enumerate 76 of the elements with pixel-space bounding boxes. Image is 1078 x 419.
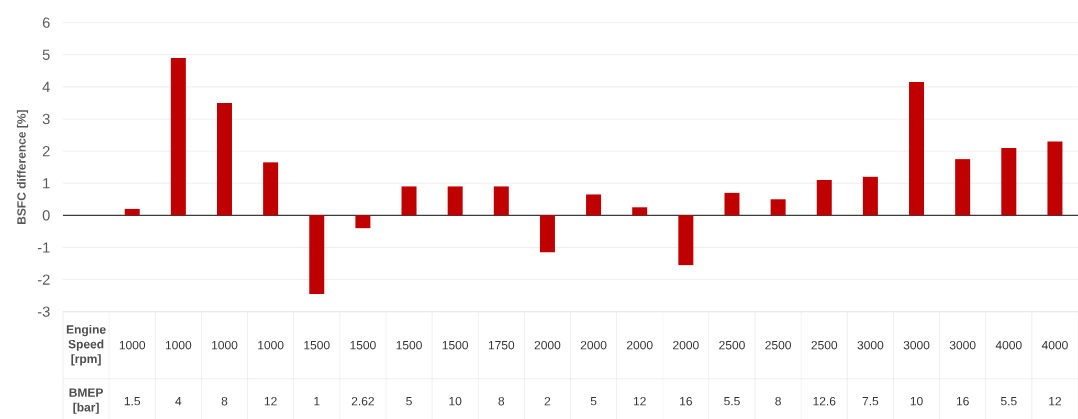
y-tick-label: 6 (42, 17, 50, 28)
x-tick-label: 2500 (765, 340, 791, 350)
x-tick-label: 4000 (995, 340, 1022, 350)
bar (862, 176, 878, 216)
text: 10 (449, 396, 462, 406)
text: 2.62 (351, 396, 374, 406)
y-tick-label: 5 (42, 49, 50, 60)
bar (955, 159, 971, 216)
text: 8 (775, 396, 781, 406)
bar (493, 186, 509, 216)
text: 12.6 (813, 396, 836, 406)
y-tick-label: -3 (37, 306, 50, 317)
bar (124, 208, 140, 216)
bar (539, 215, 555, 253)
x-tick-label: 1000 (119, 340, 146, 350)
x-tick-label: 1500 (396, 340, 422, 350)
x-tick-label: 1750 (488, 340, 515, 350)
bar (1047, 141, 1063, 216)
bar (170, 58, 186, 216)
text: 12 (264, 396, 277, 406)
x-tick-label: 2000 (534, 340, 561, 350)
x-tick-label: 3000 (903, 340, 930, 350)
x-tick-label: 1000 (165, 340, 192, 350)
text: 5 (590, 396, 597, 406)
bar (770, 199, 786, 216)
bar (309, 215, 325, 295)
x-tick-label: 1000 (258, 340, 284, 350)
x-tick-label: 1000 (212, 340, 238, 350)
text: 10 (910, 396, 923, 406)
x-tick-label: 1500 (442, 340, 469, 350)
text: 5.5 (724, 396, 740, 406)
text: 8 (221, 396, 228, 406)
bar (586, 194, 602, 216)
text: 2 (544, 396, 551, 406)
text: BMEP [bar] (69, 388, 103, 414)
text: 7.5 (862, 396, 879, 406)
x-tick-label: 2000 (626, 340, 653, 350)
bar (216, 102, 232, 216)
text: 12 (633, 396, 646, 406)
bar (401, 186, 417, 216)
x-tick-label: 4000 (1041, 340, 1068, 350)
x-tick-label: 3000 (857, 340, 884, 350)
text: 8 (498, 396, 505, 406)
bar (355, 215, 371, 229)
x-tick-label: 1500 (350, 340, 376, 350)
y-tick-label: -2 (37, 274, 50, 285)
text: 1 (314, 397, 320, 406)
bar (632, 207, 648, 216)
bar (678, 215, 694, 266)
x-tick-label: 3000 (949, 340, 976, 350)
y-tick-label: -1 (37, 242, 50, 253)
text: 12 (1049, 396, 1061, 406)
x-tick-label: 2000 (673, 340, 699, 350)
y-tick-label: 1 (43, 178, 50, 189)
x-tick-label: 1500 (304, 340, 330, 350)
y-axis-title: BSFC difference [%] (16, 110, 29, 225)
y-tick-label: 3 (42, 113, 50, 125)
y-tick-label: 4 (42, 81, 50, 92)
bar (816, 180, 832, 216)
x-tick-label: 2500 (719, 340, 745, 350)
x-tick-label: 2500 (811, 340, 838, 350)
bar (263, 162, 279, 216)
text: 5.5 (1000, 396, 1017, 406)
text: 16 (680, 396, 692, 406)
bar (724, 192, 740, 216)
y-tick-label: 0 (42, 210, 50, 221)
text: 16 (956, 396, 969, 406)
bar (909, 82, 925, 216)
x-tick-label: 2000 (580, 340, 607, 350)
text: 1.5 (124, 396, 141, 406)
text: 5 (406, 396, 412, 406)
y-tick-label: 2 (42, 146, 50, 157)
text: 4 (175, 397, 182, 406)
bar (1001, 147, 1017, 216)
x-axis-title: Engine Speed [rpm] (66, 324, 106, 366)
bar (447, 186, 463, 216)
